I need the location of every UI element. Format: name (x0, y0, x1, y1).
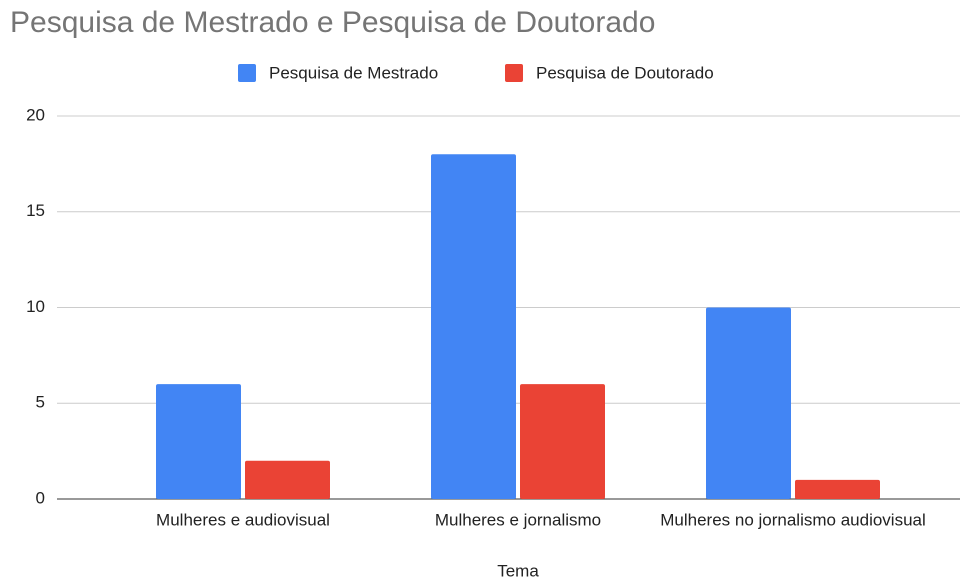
bar (795, 479, 880, 499)
x-tick-label: Mulheres no jornalismo audiovisual (660, 510, 926, 529)
x-tick-label: Mulheres e audiovisual (156, 510, 330, 529)
y-tick-label: 15 (26, 201, 45, 220)
legend-swatch (505, 64, 523, 82)
y-tick-label: 5 (36, 393, 45, 412)
bar (156, 384, 241, 499)
legend-swatch (238, 64, 256, 82)
y-tick-label: 20 (26, 105, 45, 124)
y-tick-label: 10 (26, 297, 45, 316)
legend-label: Pesquisa de Mestrado (269, 63, 438, 82)
x-tick-label: Mulheres e jornalismo (435, 510, 601, 529)
bar (520, 384, 605, 499)
x-axis-title: Tema (497, 561, 539, 580)
y-tick-label: 0 (36, 488, 45, 507)
bar (245, 460, 330, 499)
chart-title: Pesquisa de Mestrado e Pesquisa de Douto… (10, 6, 655, 39)
legend-label: Pesquisa de Doutorado (536, 63, 714, 82)
bar (706, 307, 791, 499)
bar (431, 154, 516, 500)
